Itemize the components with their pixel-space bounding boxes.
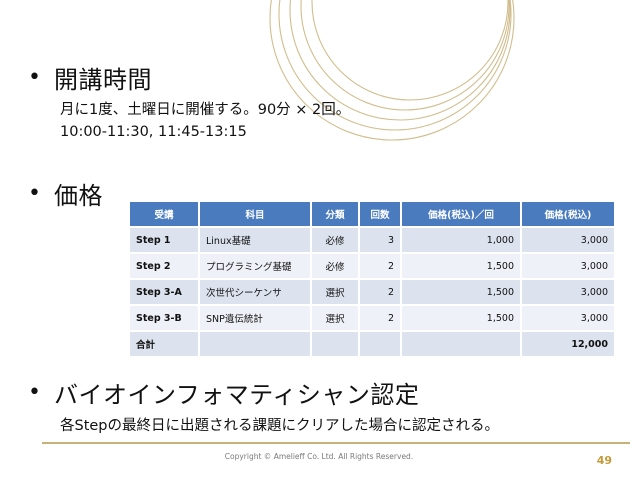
cell-unit-price: 1,500: [402, 280, 520, 304]
cell-price: 3,000: [522, 254, 614, 278]
bullet-hours: • 開講時間: [28, 60, 152, 95]
header-cell: 価格(税込): [522, 202, 614, 226]
cell-empty: [402, 332, 520, 356]
cell-count: 2: [360, 280, 400, 304]
cell-total-label: 合計: [130, 332, 198, 356]
heading-hours: 開講時間: [54, 66, 152, 94]
hours-line-2: 10:00-11:30, 11:45-13:15: [60, 124, 247, 140]
footer-divider: [42, 442, 630, 444]
cell-count: 2: [360, 306, 400, 330]
cell-empty: [312, 332, 358, 356]
cell-price: 3,000: [522, 306, 614, 330]
cell-total-value: 12,000: [522, 332, 614, 356]
cell-unit-price: 1,500: [402, 306, 520, 330]
header-cell: 受講: [130, 202, 198, 226]
cell-category: 必修: [312, 228, 358, 252]
cell-price: 3,000: [522, 280, 614, 304]
cell-unit-price: 1,000: [402, 228, 520, 252]
cell-step: Step 2: [130, 254, 198, 278]
cell-step: Step 3-B: [130, 306, 198, 330]
cell-category: 選択: [312, 306, 358, 330]
cell-category: 必修: [312, 254, 358, 278]
bullet-dot: •: [28, 64, 41, 90]
header-cell: 価格(税込)／回: [402, 202, 520, 226]
header-cell: 科目: [200, 202, 310, 226]
cell-empty: [200, 332, 310, 356]
cell-empty: [360, 332, 400, 356]
heading-price: 価格: [54, 182, 103, 210]
cell-category: 選択: [312, 280, 358, 304]
table-row: Step 1 Linux基礎 必修 3 1,000 3,000: [130, 228, 614, 252]
cell-count: 2: [360, 254, 400, 278]
hours-line-1: 月に1度、土曜日に開催する。90分 × 2回。: [60, 102, 351, 118]
cell-step: Step 3-A: [130, 280, 198, 304]
cell-count: 3: [360, 228, 400, 252]
bullet-certification: • バイオインフォマティシャン認定: [28, 375, 419, 410]
certification-line-1: 各Stepの最終日に出題される課題にクリアした場合に認定される。: [60, 418, 500, 434]
table-row: Step 3-B SNP遺伝統計 選択 2 1,500 3,000: [130, 306, 614, 330]
heading-certification: バイオインフォマティシャン認定: [54, 381, 420, 409]
price-table: 受講 科目 分類 回数 価格(税込)／回 価格(税込) Step 1 Linux…: [128, 200, 616, 358]
cell-subject: 次世代シーケンサ: [200, 280, 310, 304]
bullet-dot: •: [28, 379, 41, 405]
table-row: Step 3-A 次世代シーケンサ 選択 2 1,500 3,000: [130, 280, 614, 304]
cell-price: 3,000: [522, 228, 614, 252]
header-cell: 分類: [312, 202, 358, 226]
cell-unit-price: 1,500: [402, 254, 520, 278]
table-row: Step 2 プログラミング基礎 必修 2 1,500 3,000: [130, 254, 614, 278]
bullet-price: • 価格: [28, 176, 103, 211]
header-cell: 回数: [360, 202, 400, 226]
cell-step: Step 1: [130, 228, 198, 252]
cell-subject: SNP遺伝統計: [200, 306, 310, 330]
bullet-dot: •: [28, 180, 41, 206]
page-number: 49: [596, 454, 612, 467]
table-total-row: 合計 12,000: [130, 332, 614, 356]
copyright: Copyright © Amelieff Co. Ltd. All Rights…: [224, 452, 414, 461]
table-header-row: 受講 科目 分類 回数 価格(税込)／回 価格(税込): [130, 202, 614, 226]
cell-subject: プログラミング基礎: [200, 254, 310, 278]
cell-subject: Linux基礎: [200, 228, 310, 252]
